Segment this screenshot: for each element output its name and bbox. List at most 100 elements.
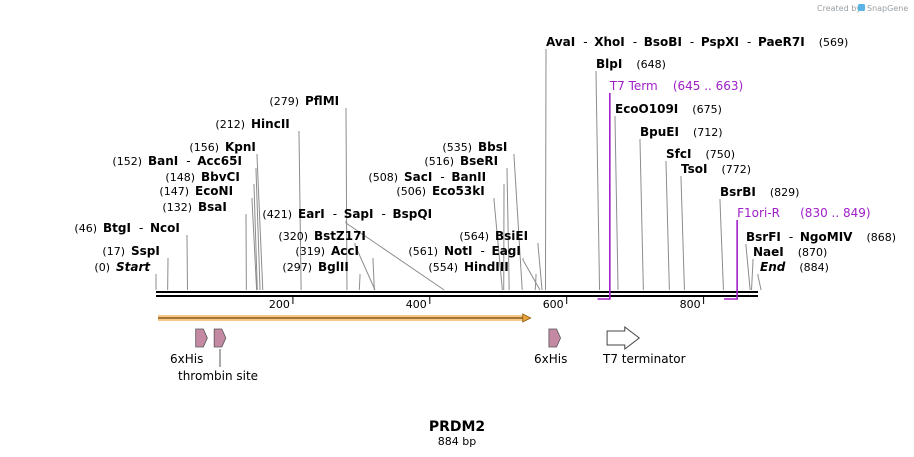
- site-leader-lines: [155, 49, 762, 291]
- enzyme-name-pspxi: PspXI: [701, 35, 739, 49]
- site-position: (884): [799, 261, 829, 274]
- leader-line-bstz17i: [354, 243, 376, 291]
- leader-line-bseri: [506, 168, 510, 291]
- site-position: (132): [162, 201, 192, 214]
- site-label-bsrfi: BsrFI - NgoMIV (868): [746, 230, 896, 244]
- site-position: (0): [94, 261, 110, 274]
- feature-t7-terminator-3: T7 terminator: [602, 325, 686, 366]
- enzyme-name-pflmi: PflMI: [305, 94, 339, 108]
- leader-line-eco53ki: [493, 198, 503, 291]
- leader-line-bsrfi: [745, 244, 751, 291]
- enzyme-name-bstz17i: BstZ17I: [314, 229, 366, 243]
- name-separator: -: [583, 35, 587, 49]
- enzyme-name-acc65i: Acc65I: [197, 154, 242, 168]
- primer-name-t7-term: T7 Term: [609, 79, 658, 93]
- site-label-hincii: (212) HincII: [215, 117, 289, 131]
- site-label-eari: (421) EarI - SapI - BspQI: [262, 207, 432, 221]
- name-separator: -: [440, 170, 444, 184]
- site-label-bseri: (516) BseRI: [424, 154, 498, 168]
- terminator-arrow-icon: [606, 325, 641, 351]
- name-separator: -: [789, 230, 793, 244]
- site-position: (870): [798, 246, 828, 259]
- credit-text: Created by: [817, 4, 861, 13]
- enzyme-name-ecoo109i: EcoO109I: [615, 102, 678, 116]
- site-position: (516): [424, 155, 454, 168]
- site-position: (554): [428, 261, 458, 274]
- site-label-bstz17i: (320) BstZ17I: [278, 229, 365, 243]
- enzyme-name-noti: NotI: [444, 244, 473, 258]
- site-position: (279): [269, 95, 299, 108]
- site-position: (152): [112, 155, 142, 168]
- site-label-blpi: BlpI (648): [596, 57, 666, 71]
- axis-tick-label-800: 800: [680, 298, 701, 311]
- axis-tick-label-600: 600: [543, 298, 564, 311]
- enzyme-name-bbsi: BbsI: [478, 140, 507, 154]
- enzyme-name-bsiei: BsiEI: [495, 229, 528, 243]
- leader-line-hindiii: [534, 274, 537, 291]
- site-position: (750): [705, 148, 735, 161]
- leader-line-bsrbi: [719, 199, 724, 291]
- leader-line-hincii: [298, 131, 302, 291]
- site-label-btgi: (46) BtgI - NcoI: [74, 221, 179, 235]
- feature-6xhis-0: 6xHis: [170, 328, 208, 366]
- axis-tick-label-400: 400: [406, 298, 427, 311]
- primer-t7-term: T7 Term (645 .. 663): [597, 79, 743, 300]
- site-position: (772): [721, 163, 751, 176]
- site-position: (147): [159, 185, 189, 198]
- leader-line-acci: [372, 258, 375, 291]
- enzyme-name-kpni: KpnI: [225, 140, 256, 154]
- site-position: (648): [636, 58, 666, 71]
- name-separator: -: [747, 35, 751, 49]
- site-label-start: (0) Start: [94, 260, 151, 274]
- sequence-backbone: [156, 291, 758, 297]
- name-separator: -: [333, 207, 337, 221]
- site-position: (46): [74, 222, 97, 235]
- site-label-bbsi: (535) BbsI: [442, 140, 507, 154]
- feature-6xhis-2: 6xHis: [534, 328, 567, 366]
- credit-logo: Created by SnapGene: [817, 4, 908, 13]
- name-separator: -: [481, 244, 485, 258]
- enzyme-name-xhoi: XhoI: [594, 35, 625, 49]
- primer-annotations: T7 Term (645 .. 663) F1ori-R (830 .. 849): [597, 79, 871, 300]
- site-label-sfci: SfcI (750): [666, 147, 735, 161]
- site-position: (17): [102, 245, 125, 258]
- name-separator: -: [633, 35, 637, 49]
- enzyme-name-sspi: SspI: [131, 244, 160, 258]
- site-label-end: End (884): [760, 260, 829, 274]
- site-label-eco53ki: (506) Eco53kI: [396, 184, 484, 198]
- enzyme-name-sfci: SfcI: [666, 147, 691, 161]
- leader-line-bbvci: [253, 184, 258, 291]
- enzyme-name-avai: AvaI: [546, 35, 575, 49]
- leader-line-noti: [522, 258, 541, 291]
- enzyme-name-eari: EarI: [298, 207, 325, 221]
- site-position: (148): [165, 171, 195, 184]
- enzyme-name-naei: NaeI: [753, 245, 784, 259]
- leader-line-bpuei: [639, 139, 644, 291]
- feature-thrombin-site-1: thrombin site: [178, 328, 258, 383]
- enzyme-name-bsrfi: BsrFI: [746, 230, 781, 244]
- site-position: (212): [215, 118, 245, 131]
- construct-length: 884 bp: [438, 435, 476, 448]
- site-position: (297): [282, 261, 312, 274]
- feature-label-t7-terminator: T7 terminator: [602, 352, 686, 366]
- enzyme-name-bbvci: BbvCI: [201, 170, 240, 184]
- site-labels: AvaI - XhoI - BsoBI - PspXI - PaeR7I (569) BlpI (64…: [74, 35, 896, 274]
- leader-line-end: [757, 274, 762, 291]
- credit-brand: SnapGene: [867, 4, 908, 13]
- feature-arrow-icon: [213, 328, 227, 348]
- feature-annotations: 6xHis thrombin site 6xHis T7 terminator: [170, 325, 686, 383]
- feature-arrow-icon: [548, 328, 561, 348]
- enzyme-name-saci: SacI: [404, 170, 432, 184]
- primer-arrow-f1ori-r: [724, 220, 738, 300]
- enzyme-name-banii: BanII: [451, 170, 486, 184]
- site-position: (569): [819, 36, 849, 49]
- enzyme-name-tsoi: TsoI: [681, 162, 707, 176]
- site-position: (156): [189, 141, 219, 154]
- enzyme-name-acci: AccI: [331, 244, 359, 258]
- feature-arrow-icon: [195, 328, 208, 348]
- site-label-avai: AvaI - XhoI - BsoBI - PspXI - PaeR7I (569): [546, 35, 848, 49]
- leader-line-tsoi: [680, 176, 685, 291]
- site-label-bsai: (132) BsaI: [162, 200, 226, 214]
- name-separator: -: [186, 154, 190, 168]
- leader-line-bbsi: [513, 154, 523, 291]
